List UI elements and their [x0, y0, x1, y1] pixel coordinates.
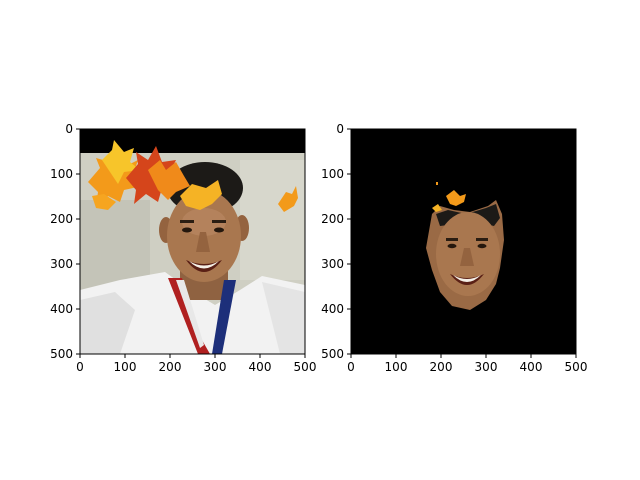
right-leaf-fragment	[446, 190, 466, 206]
left-xtick-label: 300	[204, 360, 227, 374]
right-eye-l	[447, 243, 457, 249]
left-ytick-label: 200	[50, 212, 73, 226]
left-eye-l	[182, 227, 192, 233]
left-ytick-label: 400	[50, 302, 73, 316]
left-xtick-label: 200	[159, 360, 182, 374]
left-medal-ribbon-blue	[212, 280, 236, 354]
right-xtick-label: 300	[475, 360, 498, 374]
right-ytick-label: 0	[336, 122, 344, 136]
left-ytick-label: 100	[50, 167, 73, 181]
left-wall-shadow	[80, 200, 150, 290]
left-ytick-label: 500	[50, 347, 73, 361]
right-brow-l	[446, 238, 458, 241]
right-xtick-label: 200	[430, 360, 453, 374]
right-ytick-label: 400	[321, 302, 344, 316]
left-wall-light	[240, 160, 305, 280]
right-axes-frame	[350, 128, 577, 355]
right-ytick-label: 300	[321, 257, 344, 271]
left-nose	[196, 232, 210, 252]
left-jacket-shade	[80, 292, 135, 354]
left-image	[80, 129, 305, 354]
right-xtick-label: 500	[565, 360, 588, 374]
right-xtick-label: 0	[347, 360, 355, 374]
right-ytick-label: 100	[321, 167, 344, 181]
left-xtick-label: 0	[76, 360, 84, 374]
left-axes-frame	[79, 128, 306, 355]
leaf-orange-3	[92, 194, 116, 210]
right-eye-r	[477, 243, 487, 249]
left-medal-ribbon-white	[176, 280, 204, 348]
left-xtick-label: 100	[114, 360, 137, 374]
left-xtick-label: 500	[294, 360, 317, 374]
right-xtick-label: 100	[385, 360, 408, 374]
right-leaf-dot	[436, 182, 438, 185]
left-ytick-label: 0	[65, 122, 73, 136]
left-teeth	[189, 261, 219, 269]
leaf-orange-2	[148, 160, 190, 200]
right-nose	[460, 248, 474, 266]
leaf-small-right	[278, 186, 298, 212]
right-brow-r	[476, 238, 488, 241]
right-image	[351, 129, 576, 354]
left-ytick-label: 300	[50, 257, 73, 271]
right-ytick-label: 500	[321, 347, 344, 361]
leaf-yellow-2	[180, 180, 222, 210]
right-ytick-label: 200	[321, 212, 344, 226]
left-brow-r	[212, 220, 226, 223]
right-leaf-fragment-small	[432, 204, 442, 212]
left-xtick-label: 400	[249, 360, 272, 374]
left-jacket-shade-right	[262, 282, 305, 354]
leaf-yellow-1	[102, 140, 140, 184]
right-teeth	[453, 275, 481, 282]
right-xtick-label: 400	[520, 360, 543, 374]
left-eye-r	[214, 227, 224, 233]
left-leaves	[88, 140, 298, 212]
left-brow-l	[180, 220, 194, 223]
